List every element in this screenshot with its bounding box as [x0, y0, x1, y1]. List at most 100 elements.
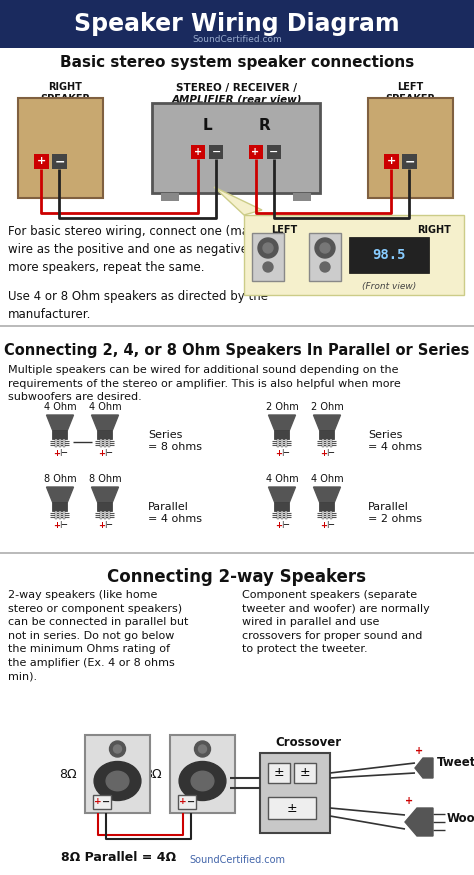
Text: −: − [327, 521, 334, 529]
Bar [277, 511, 279, 519]
Text: Use 4 or 8 Ohm speakers as directed by the
manufacturer.: Use 4 or 8 Ohm speakers as directed by t… [8, 290, 268, 321]
Bar [319, 502, 335, 511]
Bar [98, 502, 112, 511]
Polygon shape [268, 415, 295, 430]
Text: +: + [320, 521, 327, 529]
Text: For basic stereo wiring, connect one (marked)
wire as the positive and one as ne: For basic stereo wiring, connect one (ma… [8, 225, 280, 274]
Bar [326, 511, 328, 519]
Polygon shape [214, 187, 262, 215]
Polygon shape [91, 487, 118, 502]
Text: −: − [60, 449, 67, 458]
Bar [191, 145, 205, 159]
Bar [59, 511, 61, 519]
Text: −: − [269, 147, 278, 157]
Bar [152, 103, 320, 193]
Polygon shape [313, 415, 340, 430]
Text: Connecting 2, 4, or 8 Ohm Speakers In Parallel or Series: Connecting 2, 4, or 8 Ohm Speakers In Pa… [4, 343, 470, 358]
Ellipse shape [191, 771, 214, 791]
Polygon shape [91, 415, 118, 430]
Text: I: I [281, 449, 283, 458]
Polygon shape [46, 487, 73, 502]
Bar [34, 154, 49, 169]
Text: 8Ω: 8Ω [145, 767, 162, 780]
Bar [161, 193, 179, 201]
Circle shape [199, 745, 207, 753]
Text: +: + [194, 147, 202, 157]
Bar [108, 439, 110, 446]
Bar [285, 439, 287, 446]
Text: 8Ω Parallel = 4Ω: 8Ω Parallel = 4Ω [61, 851, 176, 864]
Bar [277, 439, 279, 446]
Text: −: − [282, 521, 289, 529]
Text: 2 Ohm: 2 Ohm [265, 402, 298, 412]
Text: Series
= 8 ohms: Series = 8 ohms [148, 430, 202, 452]
Text: Parallel
= 4 ohms: Parallel = 4 ohms [148, 502, 202, 524]
Text: +: + [37, 157, 46, 166]
Polygon shape [268, 487, 295, 502]
Bar [244, 215, 464, 295]
Text: I: I [326, 449, 328, 458]
Bar [52, 154, 67, 169]
Circle shape [263, 243, 273, 253]
Text: Tweeter: Tweeter [437, 757, 474, 769]
Bar [0, 325, 474, 326]
Bar [0, 552, 474, 554]
Bar [55, 439, 57, 446]
Bar [268, 797, 316, 819]
Bar [293, 193, 311, 201]
Text: −: − [212, 147, 221, 157]
Text: +: + [415, 746, 423, 756]
Text: −: − [187, 797, 195, 807]
Text: ±: ± [287, 802, 297, 815]
Text: +: + [252, 147, 260, 157]
Bar [108, 511, 110, 519]
Ellipse shape [94, 761, 141, 801]
Text: AMPLIFIER (rear view): AMPLIFIER (rear view) [172, 94, 302, 104]
Polygon shape [415, 758, 433, 778]
Ellipse shape [179, 761, 226, 801]
Bar [104, 511, 106, 519]
Text: +: + [320, 449, 327, 458]
Bar [281, 439, 283, 446]
Bar [170, 735, 235, 813]
Text: 8 Ohm: 8 Ohm [44, 474, 76, 484]
Text: Multiple speakers can be wired for additional sound depending on the
requirement: Multiple speakers can be wired for addit… [8, 365, 401, 403]
Circle shape [315, 238, 335, 258]
Text: Parallel
= 2 ohms: Parallel = 2 ohms [368, 502, 422, 524]
Text: +: + [275, 449, 282, 458]
Text: −: − [105, 521, 112, 529]
Bar [178, 795, 196, 809]
Bar [285, 511, 287, 519]
Text: +: + [94, 797, 102, 807]
Text: Connecting 2-way Speakers: Connecting 2-way Speakers [108, 568, 366, 586]
Text: Speaker Wiring Diagram: Speaker Wiring Diagram [74, 12, 400, 36]
Text: STEREO / RECEIVER /: STEREO / RECEIVER / [176, 83, 298, 93]
Circle shape [109, 741, 126, 757]
Bar [281, 511, 283, 519]
Bar [322, 439, 324, 446]
Text: 98.5: 98.5 [372, 248, 406, 262]
Text: ±: ± [273, 766, 284, 780]
Bar [85, 735, 150, 813]
Text: SoundCertified.com: SoundCertified.com [192, 36, 282, 45]
Bar [402, 154, 417, 169]
Polygon shape [313, 487, 340, 502]
Text: +: + [53, 449, 60, 458]
Bar [0, 0, 474, 48]
Bar [63, 511, 65, 519]
Text: 4 Ohm: 4 Ohm [44, 402, 76, 412]
Bar [349, 237, 429, 273]
Text: −: − [60, 521, 67, 529]
Bar [104, 439, 106, 446]
Bar [63, 439, 65, 446]
Text: +: + [275, 521, 282, 529]
Text: 2 Ohm: 2 Ohm [310, 402, 343, 412]
Text: +: + [98, 521, 105, 529]
Text: +: + [179, 797, 187, 807]
Bar [330, 439, 332, 446]
Text: 4 Ohm: 4 Ohm [89, 402, 121, 412]
Text: 8Ω: 8Ω [59, 767, 77, 780]
Text: −: − [404, 155, 415, 168]
Bar [18, 98, 103, 198]
Text: Crossover: Crossover [275, 736, 341, 749]
